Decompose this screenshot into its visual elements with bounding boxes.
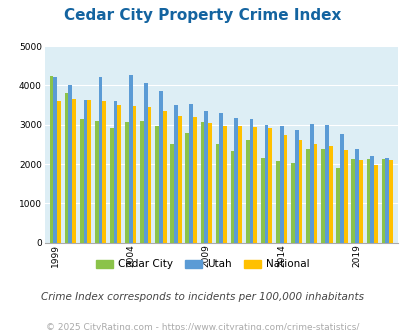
Bar — [290, 163, 294, 243]
Bar — [53, 77, 57, 243]
Bar — [283, 135, 287, 243]
Bar — [57, 101, 61, 243]
Bar — [147, 107, 151, 243]
Bar — [298, 141, 302, 243]
Bar — [264, 125, 268, 243]
Text: Cedar City Property Crime Index: Cedar City Property Crime Index — [64, 8, 341, 23]
Text: Crime Index corresponds to incidents per 100,000 inhabitants: Crime Index corresponds to incidents per… — [41, 292, 364, 302]
Bar — [185, 133, 189, 243]
Bar — [110, 128, 113, 243]
Bar — [230, 151, 234, 243]
Bar — [351, 158, 354, 243]
Bar — [219, 113, 223, 243]
Bar — [238, 126, 241, 243]
Bar — [72, 99, 76, 243]
Bar — [358, 160, 362, 243]
Bar — [207, 123, 211, 243]
Bar — [170, 144, 174, 243]
Bar — [143, 83, 147, 243]
Bar — [381, 158, 384, 243]
Bar — [320, 149, 324, 243]
Legend: Cedar City, Utah, National: Cedar City, Utah, National — [92, 255, 313, 274]
Bar — [260, 158, 264, 243]
Bar — [87, 100, 91, 243]
Bar — [162, 111, 166, 243]
Bar — [117, 105, 121, 243]
Bar — [192, 117, 196, 243]
Bar — [128, 75, 132, 243]
Bar — [388, 160, 392, 243]
Bar — [369, 156, 373, 243]
Bar — [155, 125, 159, 243]
Bar — [249, 119, 253, 243]
Bar — [335, 168, 339, 243]
Bar — [245, 140, 249, 243]
Bar — [275, 161, 279, 243]
Bar — [113, 101, 117, 243]
Bar — [339, 134, 343, 243]
Bar — [177, 116, 181, 243]
Bar — [366, 158, 369, 243]
Bar — [64, 93, 68, 243]
Bar — [354, 149, 358, 243]
Bar — [83, 100, 87, 243]
Bar — [305, 149, 309, 243]
Bar — [328, 146, 332, 243]
Bar — [95, 121, 98, 243]
Text: © 2025 CityRating.com - https://www.cityrating.com/crime-statistics/: © 2025 CityRating.com - https://www.city… — [46, 323, 359, 330]
Bar — [294, 130, 298, 243]
Bar — [98, 77, 102, 243]
Bar — [189, 104, 192, 243]
Bar — [200, 121, 204, 243]
Bar — [140, 121, 143, 243]
Bar — [343, 150, 347, 243]
Bar — [132, 106, 136, 243]
Bar — [324, 125, 328, 243]
Bar — [384, 158, 388, 243]
Bar — [223, 125, 226, 243]
Bar — [68, 85, 72, 243]
Bar — [159, 90, 162, 243]
Bar — [279, 125, 283, 243]
Bar — [373, 165, 377, 243]
Bar — [309, 124, 313, 243]
Bar — [268, 128, 271, 243]
Bar — [234, 118, 238, 243]
Bar — [313, 145, 317, 243]
Bar — [125, 122, 128, 243]
Bar — [215, 145, 219, 243]
Bar — [204, 112, 207, 243]
Bar — [174, 105, 177, 243]
Bar — [49, 76, 53, 243]
Bar — [102, 101, 106, 243]
Bar — [79, 119, 83, 243]
Bar — [253, 127, 256, 243]
